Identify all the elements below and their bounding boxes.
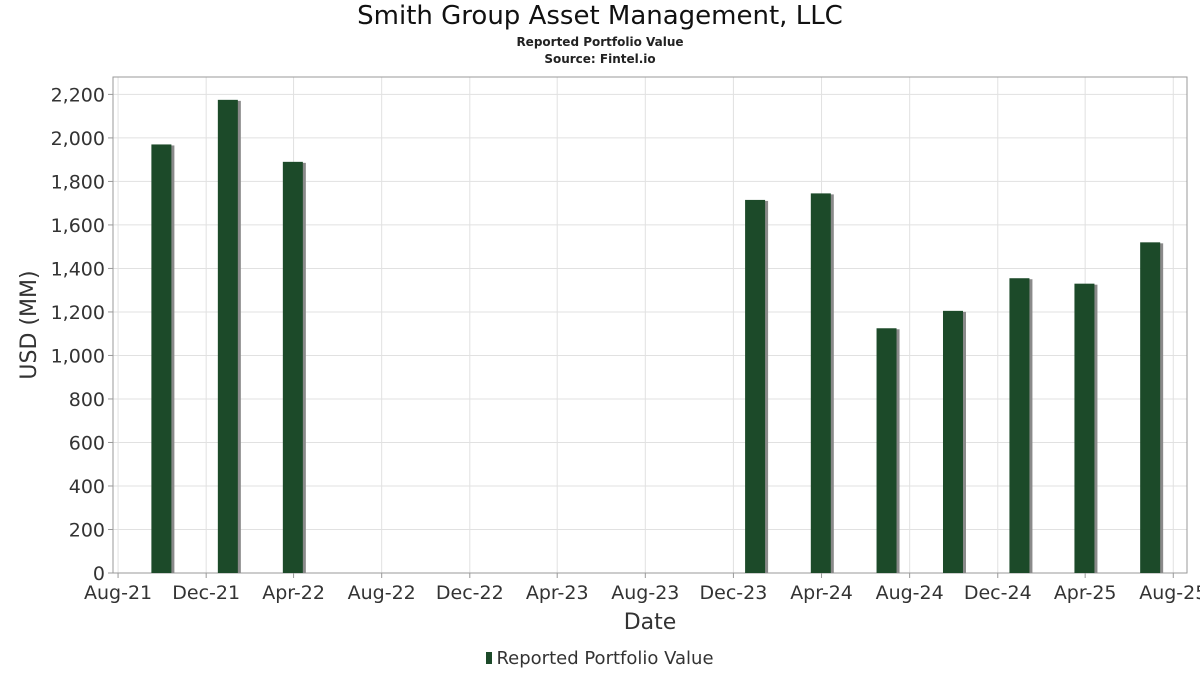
- legend-label: Reported Portfolio Value: [496, 648, 714, 669]
- bar: [1074, 283, 1095, 573]
- plot-area: [112, 76, 1188, 574]
- y-tick-label: 1,400: [51, 258, 105, 280]
- y-tick-label: 1,200: [51, 302, 105, 324]
- y-tick-label: 2,000: [51, 128, 105, 150]
- y-tick-label: 400: [69, 476, 105, 498]
- y-tick-label: 1,800: [51, 171, 105, 193]
- bar: [217, 99, 238, 573]
- bar: [1009, 278, 1030, 573]
- y-tick-label: 800: [69, 389, 105, 411]
- x-tick-label: Aug-23: [611, 582, 679, 604]
- chart-title: Smith Group Asset Management, LLC: [357, 1, 843, 31]
- x-axis-label: Date: [624, 610, 677, 635]
- y-tick-label: 2,200: [51, 84, 105, 106]
- bar: [876, 328, 897, 573]
- x-tick-label: Dec-22: [436, 582, 504, 604]
- x-tick-label: Apr-23: [526, 582, 589, 604]
- bar: [942, 310, 963, 573]
- x-tick-label: Apr-25: [1054, 582, 1117, 604]
- y-tick-label: 600: [69, 432, 105, 454]
- y-tick-label: 200: [69, 519, 105, 541]
- x-tick-label: Dec-24: [964, 582, 1032, 604]
- y-tick-label: 0: [93, 563, 105, 585]
- y-axis-label: USD (MM): [17, 270, 42, 379]
- x-tick-label: Aug-22: [348, 582, 416, 604]
- chart-subtitle: Reported Portfolio Value: [516, 35, 684, 49]
- x-tick-label: Aug-24: [876, 582, 944, 604]
- legend: Reported Portfolio Value: [0, 648, 1200, 669]
- bar: [810, 193, 831, 573]
- x-tick-label: Dec-23: [700, 582, 768, 604]
- bar: [1140, 242, 1161, 574]
- bar: [745, 199, 766, 573]
- x-tick-label: Dec-21: [172, 582, 240, 604]
- x-tick-label: Apr-22: [262, 582, 325, 604]
- legend-swatch: [486, 652, 493, 664]
- x-tick-label: Aug-21: [84, 582, 152, 604]
- y-tick-label: 1,000: [51, 345, 105, 367]
- bars: [151, 99, 1164, 574]
- y-axis-ticks: 0 200 400 600 800 1,000 1,200 1,400 1,600 1,800 2,…: [51, 84, 113, 585]
- bar: [282, 161, 303, 573]
- x-tick-label: Apr-24: [790, 582, 853, 604]
- bar: [151, 144, 172, 573]
- x-tick-label: Aug-25: [1139, 582, 1200, 604]
- y-tick-label: 1,600: [51, 215, 105, 237]
- chart-source: Source: Fintel.io: [544, 52, 656, 66]
- x-axis-ticks: Aug-21 Dec-21 Apr-22 Aug-22 Dec-22 Apr-23 Aug-…: [84, 573, 1200, 604]
